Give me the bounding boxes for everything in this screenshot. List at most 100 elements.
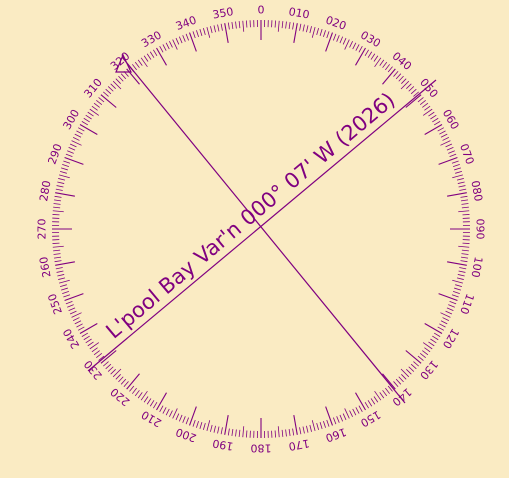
degree-tick: [165, 408, 170, 416]
degree-tick: [438, 157, 458, 165]
degree-tick: [178, 414, 183, 422]
degree-tick: [419, 353, 426, 358]
degree-tick: [401, 374, 407, 380]
degree-tick: [217, 426, 220, 434]
degree-tick: [172, 408, 178, 419]
degree-tick: [53, 206, 61, 209]
degree-tick: [344, 408, 350, 419]
degree-tick: [69, 143, 77, 148]
degree-tick: [189, 406, 197, 426]
degree-tick: [79, 124, 98, 135]
degree-tick: [385, 387, 390, 394]
degree-tick: [62, 291, 70, 294]
degree-tick: [398, 75, 404, 82]
degree-tick: [281, 21, 284, 29]
degree-tick: [96, 353, 103, 358]
degree-tick: [457, 274, 465, 277]
degree-tick: [182, 416, 186, 423]
degree-tick: [129, 385, 135, 392]
degree-tick: [64, 157, 84, 165]
degree-tick: [432, 117, 439, 123]
degree-tick: [460, 256, 469, 259]
degree-tick: [140, 57, 148, 68]
degree-tick: [206, 420, 211, 431]
degree-tick: [382, 373, 396, 390]
degree-tick: [55, 261, 75, 266]
degree-tick: [61, 167, 68, 171]
degree-tick: [442, 137, 450, 141]
degree-tick: [71, 140, 82, 146]
degree-tick: [67, 304, 74, 308]
degree-tick: [100, 350, 117, 364]
degree-tick: [210, 424, 213, 432]
degree-tick: [455, 284, 463, 287]
degree-tick: [277, 20, 280, 32]
degree-tick: [115, 78, 121, 84]
degree-tick: [55, 192, 75, 197]
degree-tick: [146, 53, 152, 60]
degree-tick: [224, 415, 229, 435]
degree-tick: [400, 368, 410, 378]
degree-tick: [55, 188, 63, 191]
degree-tick: [445, 310, 453, 315]
degree-tick: [424, 124, 443, 135]
degree-tick: [306, 25, 309, 33]
degree-tick: [146, 398, 152, 405]
bearing-label: 130: [417, 358, 440, 382]
bearing-label: 160: [324, 425, 348, 444]
degree-tick: [379, 392, 385, 399]
degree-tick: [446, 307, 454, 312]
degree-tick: [231, 428, 234, 437]
degree-tick: [422, 342, 433, 350]
degree-tick: [316, 423, 319, 431]
degree-tick: [459, 188, 467, 191]
degree-tick: [71, 312, 82, 318]
degree-tick: [325, 406, 333, 426]
degree-tick: [325, 32, 333, 52]
degree-tick: [410, 88, 417, 95]
degree-tick: [54, 195, 62, 198]
degree-tick: [358, 46, 363, 53]
degree-tick: [199, 29, 203, 36]
degree-tick: [439, 323, 446, 328]
degree-tick: [400, 80, 410, 90]
degree-tick: [339, 36, 344, 44]
degree-tick: [344, 39, 350, 50]
degree-tick: [382, 390, 388, 397]
degree-tick: [93, 102, 100, 108]
degree-tick: [175, 413, 180, 421]
degree-tick: [192, 31, 196, 39]
degree-tick: [74, 133, 82, 138]
degree-tick: [53, 249, 61, 252]
degree-tick: [336, 416, 340, 423]
degree-tick: [309, 424, 312, 432]
degree-tick: [132, 387, 137, 394]
degree-tick: [461, 249, 469, 252]
degree-tick: [323, 420, 326, 428]
degree-tick: [64, 293, 84, 301]
triangle-icon: [115, 53, 132, 73]
degree-tick: [355, 44, 360, 51]
degree-tick: [63, 294, 71, 298]
degree-tick: [306, 425, 309, 433]
degree-tick: [382, 61, 388, 68]
degree-tick: [398, 376, 404, 383]
degree-tick: [213, 25, 216, 33]
degree-tick: [68, 146, 76, 151]
degree-tick: [281, 429, 284, 437]
degree-tick: [433, 332, 441, 337]
degree-tick: [55, 267, 63, 270]
degree-tick: [370, 53, 376, 60]
degree-tick: [438, 293, 458, 301]
bearing-label: 170: [288, 436, 311, 452]
degree-tick: [370, 398, 376, 405]
degree-tick: [293, 23, 298, 43]
degree-tick: [56, 270, 64, 273]
degree-tick: [65, 301, 73, 305]
degree-tick: [91, 347, 98, 353]
degree-tick: [242, 20, 245, 32]
degree-tick: [447, 261, 467, 266]
degree-tick: [143, 396, 149, 403]
degree-tick: [393, 381, 399, 387]
degree-tick: [302, 426, 305, 434]
